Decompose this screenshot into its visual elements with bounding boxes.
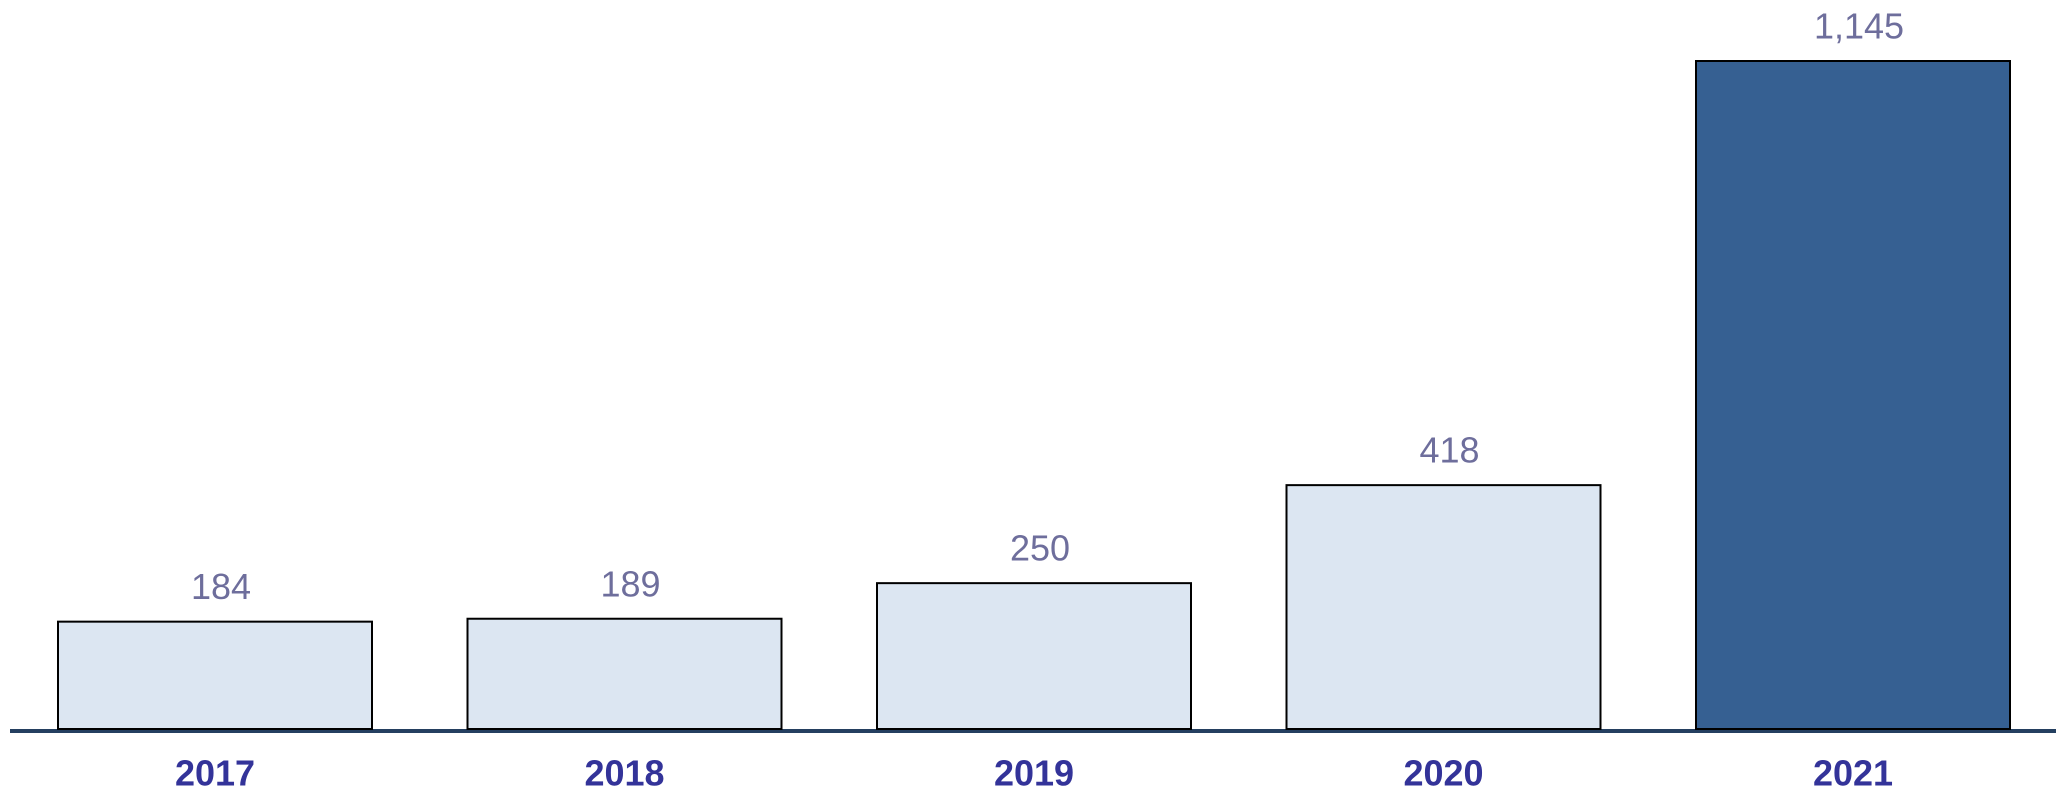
value-label: 184	[191, 566, 251, 607]
x-tick-label: 2017	[175, 753, 255, 794]
x-tick-label: 2019	[994, 753, 1074, 794]
value-label: 250	[1010, 528, 1070, 569]
x-tick-label: 2021	[1813, 753, 1893, 794]
value-label: 189	[600, 563, 660, 604]
value-label: 1,145	[1814, 6, 1904, 47]
bar	[1285, 484, 1602, 730]
bar	[876, 582, 1192, 731]
bar	[466, 617, 783, 731]
bar	[1695, 60, 2011, 730]
value-label: 418	[1419, 430, 1479, 471]
x-tick-label: 2020	[1403, 753, 1483, 794]
x-tick-label: 2018	[584, 753, 664, 794]
bar	[57, 620, 373, 730]
